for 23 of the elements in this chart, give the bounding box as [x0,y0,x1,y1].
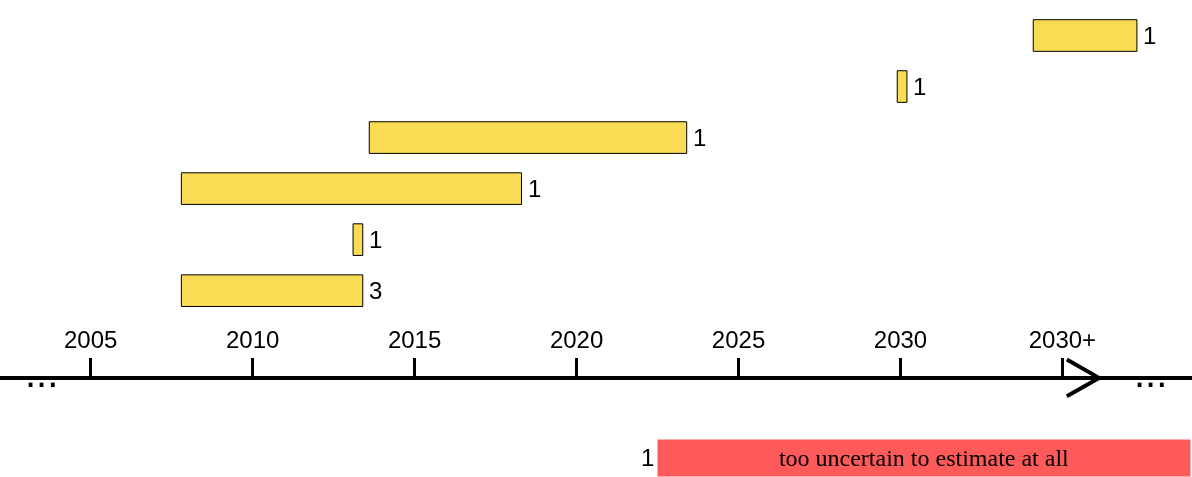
x-tick-label: 2020 [549,326,604,354]
x-tick-label: 2030+ [1028,326,1097,354]
x-tick-label: 2025 [711,326,766,354]
bar [352,223,364,256]
text: ... [1134,351,1168,395]
annotation: 1 [1143,22,1157,49]
annotation: 1 [528,175,542,202]
annotation: 1 [693,124,707,151]
bar [896,70,908,103]
annotation: 1 [369,226,383,253]
x-tick-label: 2010 [225,326,280,354]
text: 1 [641,444,655,471]
text: too uncertain to estimate at all [778,445,1070,471]
bar [180,274,364,307]
text: ... [25,351,59,395]
x-tick-label: 2015 [387,326,442,354]
annotation: 3 [369,277,383,304]
annotation: 1 [913,73,927,100]
bar [368,121,688,154]
x-tick-label: 2030 [873,326,928,354]
bar [180,172,522,205]
x-tick-label: 2005 [64,326,118,354]
bar [1032,19,1138,52]
